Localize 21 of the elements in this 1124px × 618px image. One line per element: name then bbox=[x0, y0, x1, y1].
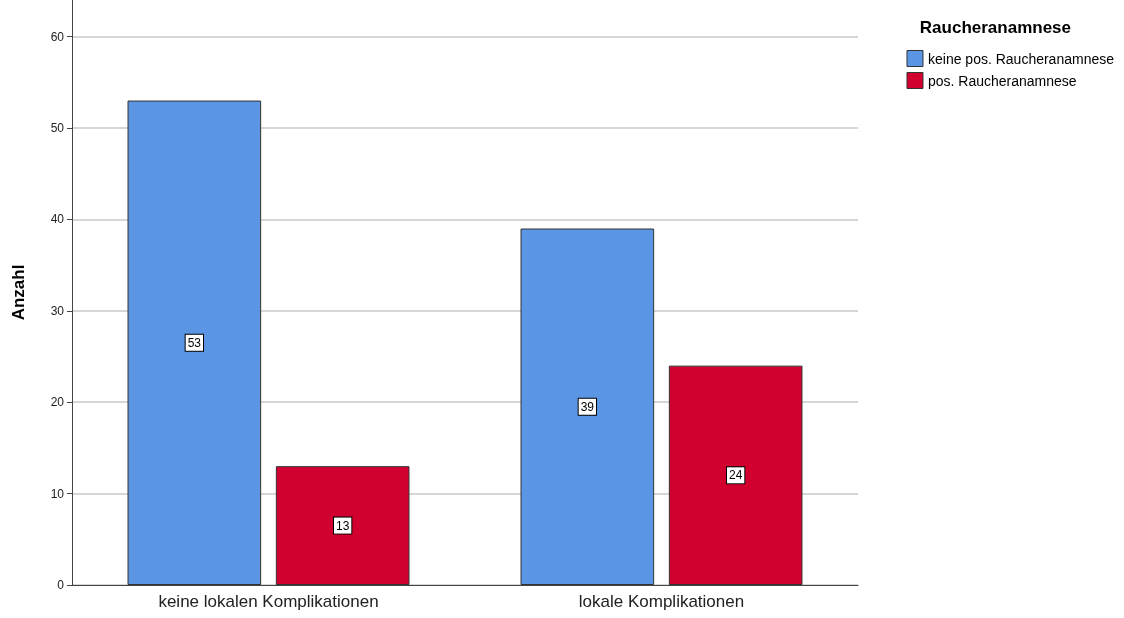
y-tick-label: 30 bbox=[50, 303, 65, 318]
bar bbox=[520, 228, 655, 585]
data-label: 13 bbox=[335, 518, 350, 533]
legend-title: Raucheranamnese bbox=[919, 18, 1072, 37]
data-label: 39 bbox=[580, 399, 595, 414]
y-tick-label: 60 bbox=[50, 29, 65, 44]
bar bbox=[668, 365, 803, 585]
y-tick-label: 0 bbox=[57, 578, 65, 592]
y-tick-label: 40 bbox=[50, 212, 65, 227]
x-tick-label: keine lokalen Komplikationen bbox=[158, 592, 379, 611]
y-tick-label: 50 bbox=[50, 120, 65, 135]
y-tick-label: 20 bbox=[50, 395, 65, 410]
y-axis-title: Anzahl bbox=[9, 264, 28, 321]
data-label: 24 bbox=[728, 468, 743, 483]
data-label: 53 bbox=[187, 335, 202, 350]
bar bbox=[275, 466, 410, 585]
legend-label: pos. Raucheranamnese bbox=[927, 72, 1077, 89]
y-tick-label: 10 bbox=[50, 486, 65, 501]
x-tick-label: lokale Komplikationen bbox=[578, 592, 745, 611]
bar bbox=[127, 100, 262, 585]
legend-label: keine pos. Raucheranamnese bbox=[927, 50, 1115, 67]
